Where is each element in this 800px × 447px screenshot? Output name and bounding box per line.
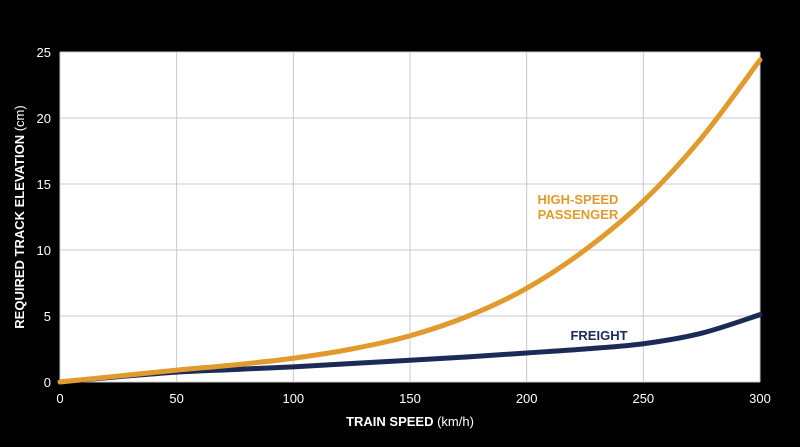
series-label-high-speed-passenger: HIGH-SPEED PASSENGER [538, 192, 619, 222]
series-label-line: HIGH-SPEED [538, 192, 619, 207]
y-tick-label: 15 [37, 177, 51, 192]
series-label-line: PASSENGER [538, 207, 619, 222]
series-label-freight: FREIGHT [570, 328, 627, 343]
y-tick-labels: 0 5 10 15 20 25 [37, 45, 51, 390]
y-tick-label: 25 [37, 45, 51, 60]
x-tick-label: 0 [56, 391, 63, 406]
series-line-high-speed-passenger [57, 57, 763, 385]
grid-lines [59, 51, 761, 383]
y-tick-label: 5 [44, 309, 51, 324]
series-lines [57, 57, 763, 385]
x-tick-label: 250 [632, 391, 654, 406]
y-tick-label: 20 [37, 111, 51, 126]
x-tick-label: 100 [282, 391, 304, 406]
x-tick-labels: 0 50 100 150 200 250 300 [56, 391, 770, 406]
x-tick-label: 150 [399, 391, 421, 406]
y-tick-label: 0 [44, 375, 51, 390]
x-tick-label: 200 [516, 391, 538, 406]
x-tick-label: 50 [169, 391, 183, 406]
y-tick-label: 10 [37, 243, 51, 258]
x-tick-label: 300 [749, 391, 771, 406]
series-label-line: FREIGHT [570, 328, 627, 343]
series-labels: HIGH-SPEED PASSENGER FREIGHT [538, 192, 628, 343]
x-axis-title: TRAIN SPEED (km/h) [346, 414, 474, 429]
y-axis-title: REQUIRED TRACK ELEVATION (cm) [12, 105, 27, 328]
